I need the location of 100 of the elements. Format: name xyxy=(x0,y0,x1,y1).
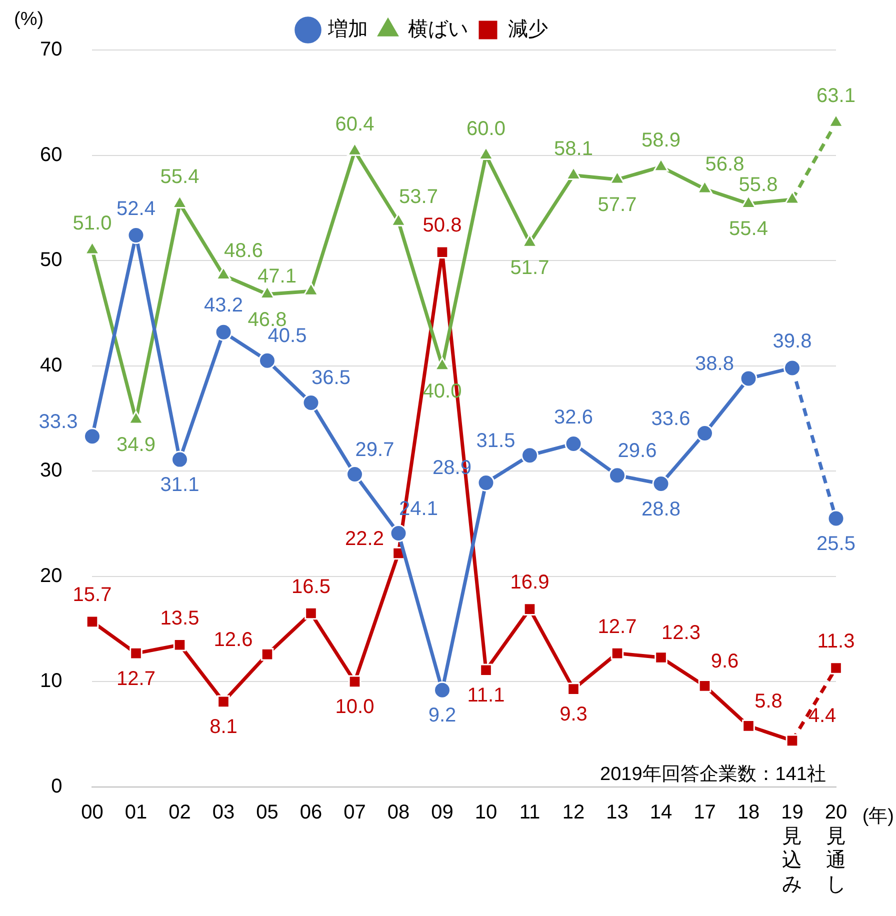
point xyxy=(564,435,582,453)
point xyxy=(302,394,320,412)
data-label: 50.8 xyxy=(422,214,462,237)
data-label: 15.7 xyxy=(72,584,112,606)
data-label: 12.6 xyxy=(214,628,253,651)
x-tick-label: 13 xyxy=(606,802,628,824)
data-label: 10.0 xyxy=(335,696,374,718)
x-tick-label: 10 xyxy=(474,802,498,824)
legend-label: 横ばい xyxy=(408,18,468,41)
y-tick-label: 10 xyxy=(40,670,62,692)
data-label: 16.9 xyxy=(510,572,550,594)
point xyxy=(260,648,274,661)
data-label: 47.1 xyxy=(258,266,296,288)
data-label: 57.7 xyxy=(598,194,637,216)
data-label: 12.3 xyxy=(662,622,700,644)
point xyxy=(566,166,582,180)
point xyxy=(478,146,494,160)
point xyxy=(390,524,408,542)
y-tick-label: 30 xyxy=(40,460,62,482)
data-label: 13.5 xyxy=(160,607,200,630)
point xyxy=(346,466,364,484)
point xyxy=(523,602,536,616)
point xyxy=(130,646,142,660)
point xyxy=(827,510,845,528)
point xyxy=(304,606,318,620)
y-tick-label: 40 xyxy=(40,354,62,376)
y-tick-label: 70 xyxy=(40,38,62,61)
data-label: 22.2 xyxy=(345,528,384,550)
point xyxy=(742,720,755,732)
data-label: 55.4 xyxy=(160,166,200,188)
x-axis-title: (年) xyxy=(862,806,894,828)
point xyxy=(83,428,101,446)
point xyxy=(260,286,275,300)
data-label: 16.5 xyxy=(292,576,330,598)
y-tick-label: 50 xyxy=(40,249,62,272)
y-tick-label: 0 xyxy=(51,776,62,798)
x-tick-label: 18 xyxy=(737,802,760,824)
data-label: 33.3 xyxy=(38,410,78,433)
data-label: 8.1 xyxy=(210,716,238,738)
point xyxy=(214,323,232,341)
x-tick-label: 20見通し xyxy=(824,802,848,896)
point xyxy=(696,424,714,442)
data-label: 33.6 xyxy=(651,408,690,430)
data-label: 9.3 xyxy=(560,704,588,726)
x-tick-label: 02 xyxy=(168,802,191,824)
data-label: 55.4 xyxy=(729,218,768,240)
point xyxy=(303,282,319,296)
data-label: 56.8 xyxy=(705,153,744,176)
point xyxy=(217,695,230,708)
data-label: 36.5 xyxy=(312,367,350,390)
data-label: 12.7 xyxy=(598,616,637,638)
x-tick-label: 07 xyxy=(344,802,366,824)
point xyxy=(480,664,492,677)
data-label: 31.5 xyxy=(476,430,516,452)
point xyxy=(567,682,580,696)
data-label: 5.8 xyxy=(754,690,782,712)
data-label: 38.8 xyxy=(695,353,734,376)
point xyxy=(610,646,624,660)
point xyxy=(698,680,712,692)
data-label: 39.8 xyxy=(772,330,812,352)
x-tick-label: 01 xyxy=(124,802,148,824)
data-label: 11.3 xyxy=(817,630,855,653)
point xyxy=(128,410,144,424)
point xyxy=(258,352,276,370)
data-label: 32.6 xyxy=(554,406,593,428)
point xyxy=(654,651,668,664)
point xyxy=(434,681,451,699)
data-label: 9.2 xyxy=(428,704,456,727)
x-tick-label: 17 xyxy=(694,802,716,824)
point xyxy=(608,466,626,484)
data-label: 51.0 xyxy=(72,212,112,235)
data-label: 29.6 xyxy=(618,440,657,462)
point xyxy=(521,446,538,464)
x-tick-label: 06 xyxy=(300,802,322,824)
x-tick-label: 00 xyxy=(81,802,104,824)
x-tick-label: 14 xyxy=(650,802,672,824)
data-label: 9.6 xyxy=(710,650,739,672)
data-label: 25.5 xyxy=(816,533,856,556)
x-tick-label: 05 xyxy=(256,802,278,824)
point xyxy=(216,266,232,280)
y-axis-title: (%) xyxy=(14,9,44,30)
data-label: 31.1 xyxy=(160,474,200,496)
point xyxy=(348,675,362,688)
data-label: 60.0 xyxy=(466,118,506,140)
y-tick-label: 60 xyxy=(40,144,62,166)
x-tick-label: 08 xyxy=(387,802,410,824)
annotation: 2019年回答企業数：141社 xyxy=(600,764,826,786)
data-label: 58.1 xyxy=(554,138,593,160)
legend-label: 減少 xyxy=(508,18,548,41)
data-label: 53.7 xyxy=(399,186,438,208)
point xyxy=(740,370,758,388)
data-label: 58.9 xyxy=(642,129,680,152)
data-label: 28.8 xyxy=(642,498,680,520)
x-tick-label: 03 xyxy=(212,802,235,824)
data-label: 34.9 xyxy=(116,434,156,456)
data-label: 60.4 xyxy=(335,114,374,136)
x-tick-label: 09 xyxy=(431,802,454,824)
data-label: 11.1 xyxy=(467,684,505,707)
data-label: 55.8 xyxy=(738,174,778,196)
data-label: 4.4 xyxy=(808,705,836,728)
